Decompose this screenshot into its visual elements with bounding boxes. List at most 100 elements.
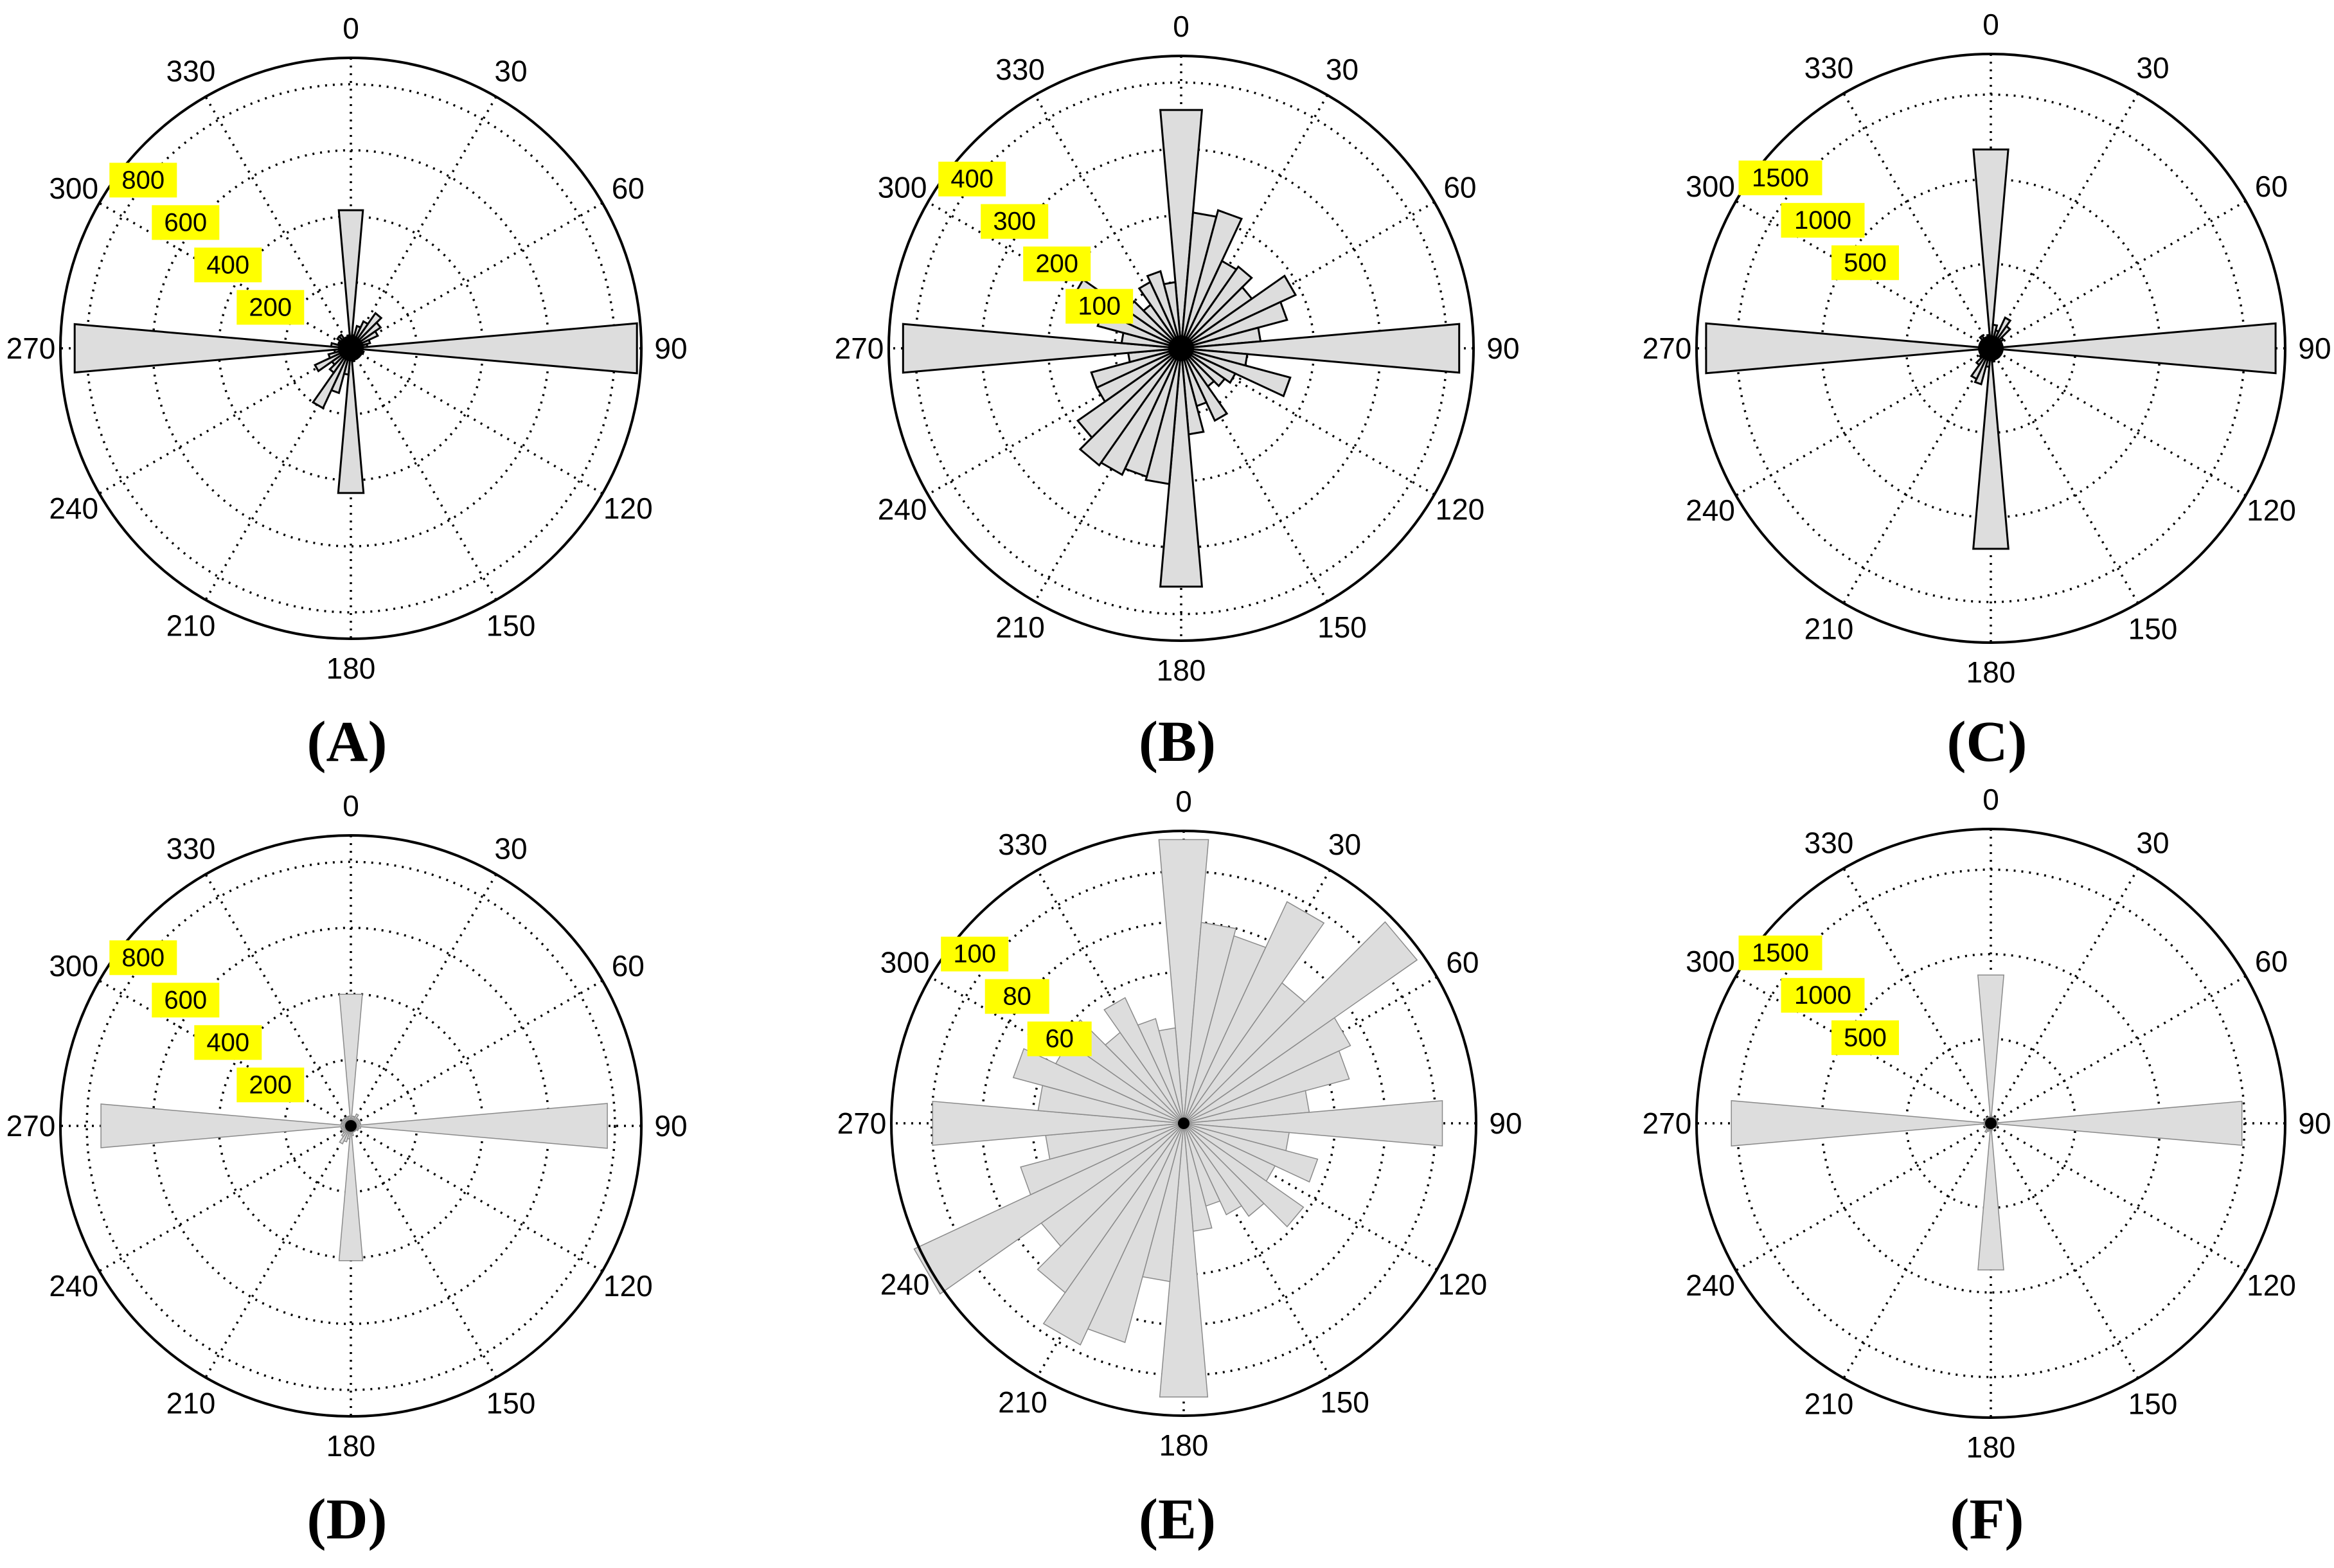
outer-circle	[1695, 828, 2286, 1419]
grid-spoke	[1036, 869, 1332, 1377]
rose-bar	[1977, 974, 2005, 1124]
radial-tick-label: 500	[1844, 249, 1887, 277]
radial-tick-label: 300	[993, 208, 1036, 236]
grid-circle	[1736, 868, 2246, 1378]
angle-label: 150	[2128, 1387, 2178, 1421]
angle-label: 270	[6, 332, 56, 365]
r-label-highlight	[194, 1025, 262, 1060]
angle-label: 240	[49, 1269, 98, 1303]
angle-label: 30	[494, 55, 527, 88]
grid-spoke	[1033, 94, 1329, 602]
angle-label: 60	[2255, 170, 2288, 203]
angle-label: 30	[2136, 51, 2169, 85]
angle-label: 240	[1686, 1269, 1735, 1302]
angle-label: 330	[1804, 826, 1854, 860]
rose-bar	[1163, 281, 1182, 349]
center-hub	[345, 1120, 357, 1132]
angle-label: 210	[998, 1385, 1047, 1419]
angle-label: 240	[1686, 494, 1735, 527]
angle-label: 270	[837, 1107, 887, 1140]
outer-circle	[890, 830, 1477, 1417]
angle-label: 0	[343, 12, 359, 45]
rose-bar	[1972, 148, 2009, 349]
angle-label: 30	[1326, 53, 1359, 86]
r-label-highlight	[984, 979, 1049, 1014]
rose-bar	[350, 1103, 608, 1149]
radial-tick-label: 400	[950, 165, 993, 193]
radial-tick-label: 600	[164, 208, 207, 236]
angle-label: 60	[1443, 171, 1476, 204]
radial-tick-label: 60	[1045, 1025, 1074, 1053]
angle-label: 60	[2255, 945, 2288, 978]
grid-spoke	[1033, 94, 1329, 602]
rose-bar	[1977, 1123, 2004, 1270]
grid-spoke	[927, 200, 1435, 496]
angle-label: 90	[654, 1109, 687, 1143]
angle-label: 330	[166, 55, 216, 88]
r-label-highlight	[1831, 1020, 1899, 1055]
radial-tick-label: 1000	[1794, 206, 1851, 235]
angle-label: 0	[1982, 8, 1999, 41]
angle-label: 330	[1804, 51, 1854, 85]
rose-bar	[1731, 1100, 1991, 1147]
center-hub	[338, 335, 364, 361]
rose-bar	[1705, 322, 1991, 375]
angle-label: 300	[1686, 170, 1735, 203]
r-label-highlight	[1027, 1021, 1092, 1056]
angle-label: 180	[326, 1429, 376, 1463]
rose-bar	[1180, 323, 1461, 374]
angle-label: 0	[1175, 785, 1192, 818]
angle-label: 210	[1804, 612, 1854, 646]
angle-label: 300	[49, 949, 98, 983]
angle-label: 330	[998, 828, 1047, 861]
angle-label: 330	[166, 832, 216, 866]
grid-spoke	[930, 976, 1438, 1271]
rose-bar	[1990, 322, 2277, 375]
angle-label: 270	[1643, 332, 1692, 365]
angle-label: 300	[1686, 945, 1735, 978]
angle-label: 150	[486, 609, 536, 642]
angle-label: 60	[612, 172, 645, 205]
angle-label: 180	[1157, 654, 1206, 687]
r-label-highlight	[1781, 202, 1865, 238]
angle-label: 330	[995, 53, 1045, 86]
r-label-highlight	[1065, 289, 1134, 324]
angle-label: 90	[1489, 1107, 1522, 1140]
angle-label: 0	[1982, 783, 1999, 816]
r-label-highlight	[152, 983, 220, 1018]
angle-label: 270	[6, 1109, 56, 1143]
angle-label: 90	[654, 332, 687, 365]
angle-label: 270	[835, 332, 884, 365]
r-label-highlight	[938, 161, 1006, 197]
grid-circle	[85, 860, 616, 1391]
radial-tick-label: 200	[1035, 250, 1078, 278]
angle-label: 240	[878, 493, 927, 526]
grid-spoke	[927, 200, 1435, 496]
angle-label: 240	[49, 492, 98, 525]
radial-tick-label: 1500	[1752, 164, 1809, 192]
radial-tick-label: 1500	[1752, 939, 1809, 967]
angle-label: 60	[612, 949, 645, 983]
angle-label: 210	[995, 610, 1045, 644]
rose-bar	[1158, 1027, 1184, 1124]
panel-caption-d: (D)	[307, 1488, 388, 1551]
angle-label: 300	[880, 946, 930, 979]
outer-circle	[1695, 53, 2286, 644]
angle-label: 120	[1438, 1268, 1488, 1301]
radial-tick-label: 400	[206, 251, 249, 279]
angle-label: 150	[486, 1386, 536, 1420]
panel-caption-c: (C)	[1946, 710, 2027, 774]
angle-label: 30	[494, 832, 527, 866]
rose-bar	[902, 323, 1182, 374]
angle-label: 180	[326, 652, 376, 685]
angle-label: 60	[1446, 946, 1479, 979]
rose-bar	[1183, 1100, 1443, 1147]
center-hub	[1978, 335, 2004, 361]
r-label-highlight	[1023, 246, 1091, 281]
r-label-highlight	[1738, 160, 1822, 195]
radial-tick-label: 100	[953, 940, 996, 968]
r-label-highlight	[236, 1067, 305, 1103]
radial-tick-label: 100	[1078, 292, 1121, 321]
